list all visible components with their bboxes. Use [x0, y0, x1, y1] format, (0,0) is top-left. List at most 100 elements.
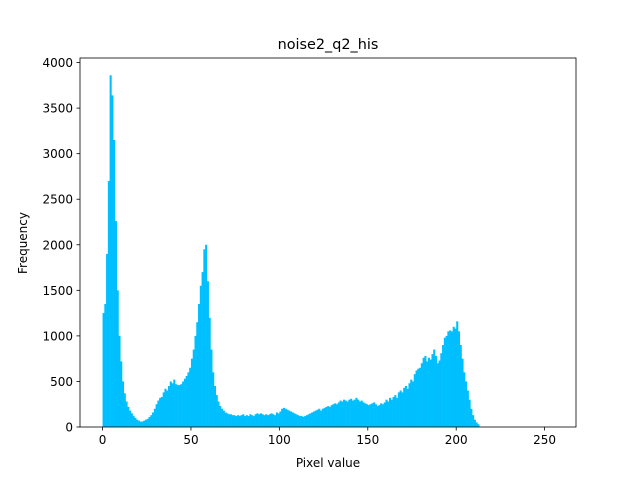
bar [346, 401, 349, 427]
bar [371, 403, 374, 427]
bar [247, 416, 250, 427]
bar [189, 367, 192, 427]
bar [198, 304, 201, 427]
bar [182, 381, 185, 427]
bar [410, 379, 413, 427]
bar [111, 95, 114, 427]
x-tick-label: 150 [356, 433, 379, 447]
bar [353, 399, 356, 427]
bar [203, 249, 206, 427]
bar [162, 392, 165, 427]
bar [459, 345, 462, 427]
chart-title: noise2_q2_his [278, 37, 379, 53]
bar [155, 404, 158, 427]
bar [173, 379, 176, 427]
bar [121, 381, 125, 427]
bar [366, 404, 369, 427]
bar [360, 400, 363, 427]
bar [475, 422, 478, 427]
bar [457, 331, 461, 427]
bar [440, 353, 443, 427]
bar [274, 415, 277, 427]
bar [323, 407, 326, 427]
bar [380, 403, 383, 427]
bar [364, 403, 367, 427]
bar [268, 414, 271, 427]
bar [127, 406, 130, 427]
bar [454, 328, 457, 427]
bar [344, 400, 347, 427]
bar [477, 424, 480, 427]
bar [194, 335, 197, 427]
bar [205, 244, 208, 427]
y-tick-label: 4000 [42, 56, 73, 70]
bar [137, 420, 140, 427]
bar [231, 415, 234, 427]
bar [129, 410, 132, 427]
bar [224, 412, 227, 427]
x-tick-label: 200 [445, 433, 468, 447]
bar [339, 400, 342, 427]
bar [443, 337, 446, 427]
x-tick-label: 250 [533, 433, 556, 447]
bar [143, 420, 146, 427]
bar [272, 414, 275, 427]
bar [286, 409, 289, 427]
bar [144, 419, 148, 427]
bar [196, 322, 199, 427]
bar [206, 281, 209, 427]
bar [438, 360, 441, 427]
bar [300, 416, 303, 427]
bar [130, 413, 133, 427]
bar [153, 408, 156, 427]
bar [201, 272, 204, 427]
bar [297, 415, 300, 427]
bar [213, 386, 217, 427]
bar [376, 406, 379, 427]
bar [429, 359, 432, 427]
bar [367, 405, 370, 427]
bar [123, 393, 126, 427]
bar [159, 397, 162, 427]
bar [302, 416, 305, 427]
bar [199, 285, 202, 427]
bar [275, 412, 278, 427]
bar [185, 375, 188, 427]
bar [277, 413, 280, 427]
bar [279, 411, 282, 427]
bar [392, 396, 395, 427]
bar [266, 415, 270, 427]
y-tick-label: 2500 [42, 193, 73, 207]
bar [288, 410, 291, 427]
y-tick-label: 2000 [42, 238, 73, 252]
x-tick-label: 100 [268, 433, 291, 447]
bar [291, 412, 294, 427]
bar [118, 335, 121, 427]
bar [445, 335, 448, 427]
bar [134, 417, 137, 427]
bar [249, 414, 252, 427]
bar [321, 408, 324, 427]
bar [281, 408, 284, 427]
bar [461, 358, 464, 427]
bar [167, 386, 171, 427]
bar [104, 304, 107, 427]
bar [396, 397, 399, 427]
bar [265, 414, 268, 427]
bar [252, 416, 255, 427]
bar [468, 399, 471, 427]
bar [389, 397, 392, 427]
bar [449, 330, 452, 427]
bar [470, 408, 473, 427]
y-tick-label: 1000 [42, 329, 73, 343]
bar [466, 390, 469, 427]
bar [259, 413, 262, 427]
bar [136, 419, 139, 427]
bar [351, 400, 354, 427]
y-tick-label: 3500 [42, 102, 73, 116]
bar [403, 387, 406, 427]
x-axis-label: Pixel value [296, 456, 360, 470]
bar [120, 361, 123, 427]
bar [406, 388, 409, 427]
